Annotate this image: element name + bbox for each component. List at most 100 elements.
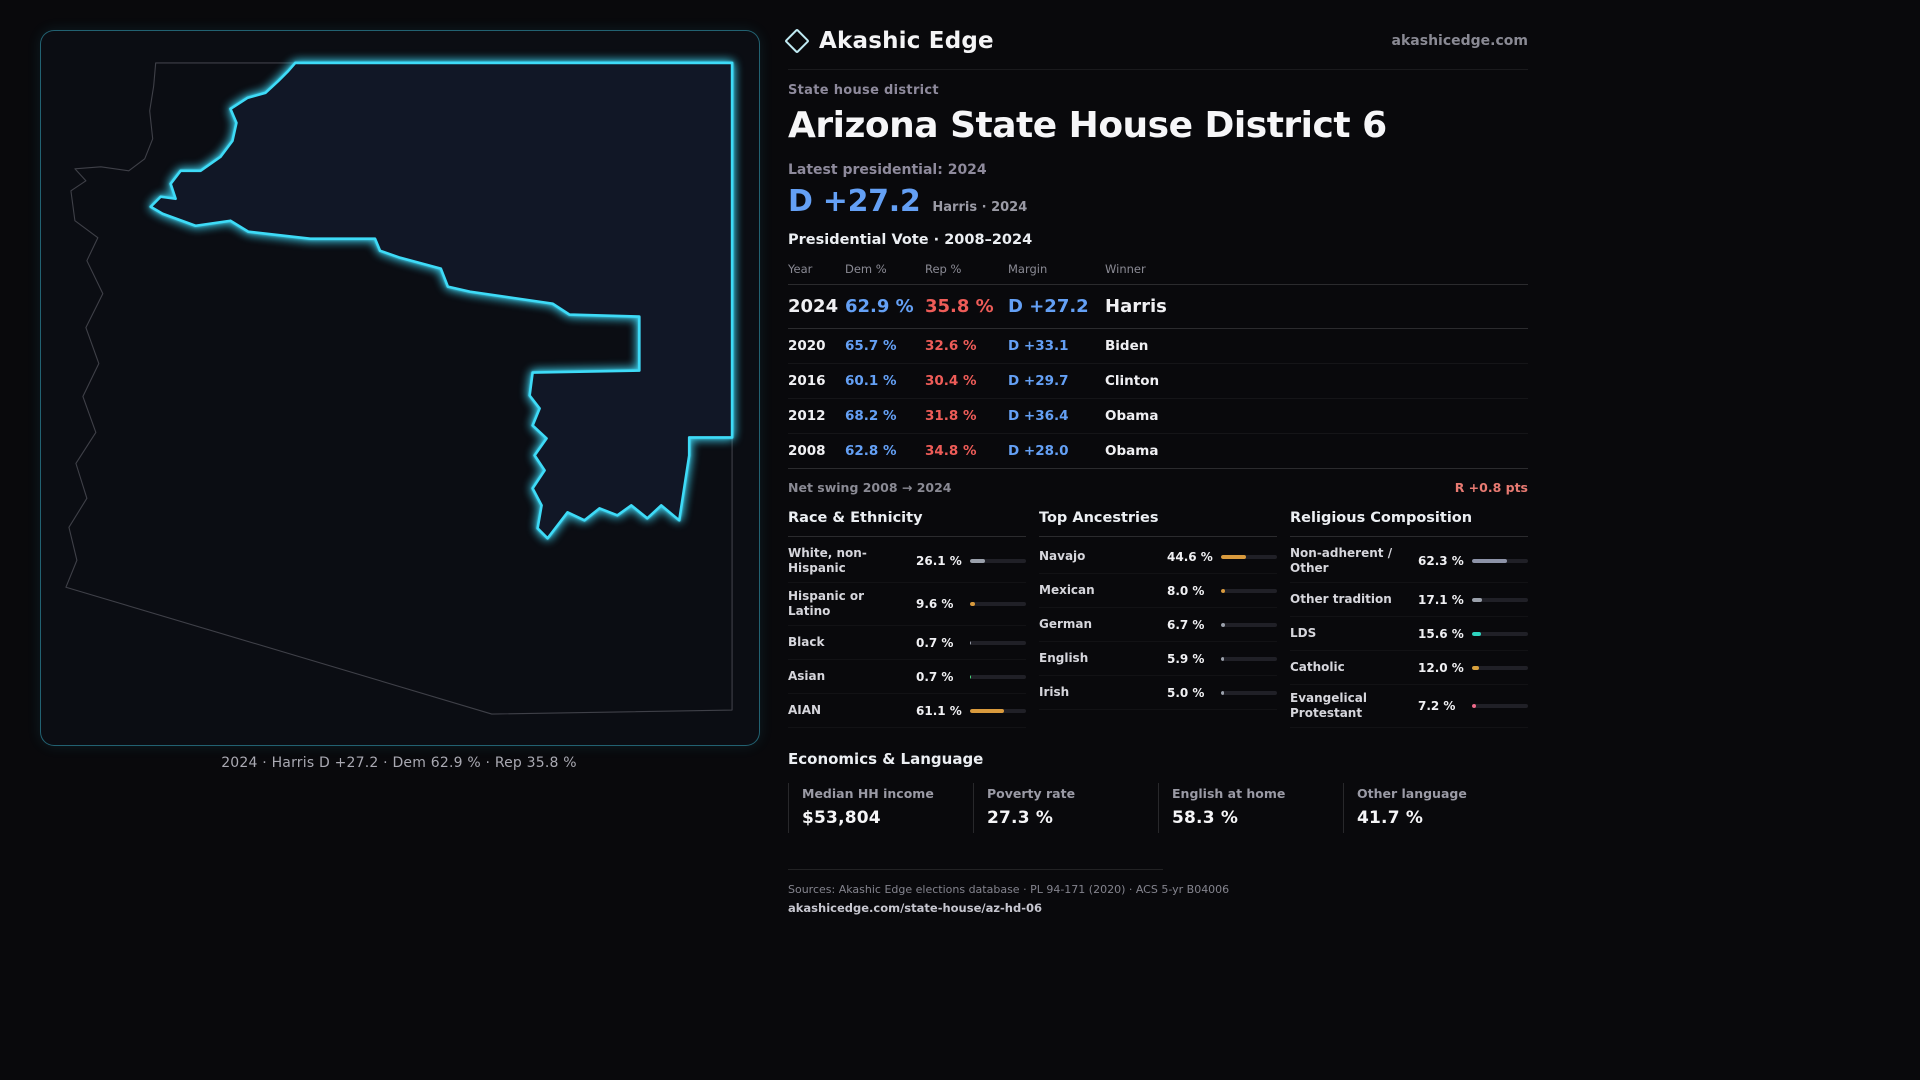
vote-cell-dem: 62.9 % bbox=[845, 296, 914, 318]
demo-bar bbox=[970, 602, 1026, 607]
demo-bar bbox=[1221, 656, 1277, 661]
vote-cell-year: 2008 bbox=[788, 443, 826, 460]
demo-label: Black bbox=[788, 635, 825, 650]
demo-value: 5.9 % bbox=[1167, 651, 1205, 666]
demo-label: Other tradition bbox=[1290, 592, 1392, 607]
demo-row: German 6.7 % bbox=[1039, 608, 1277, 643]
stat-label: Poverty rate bbox=[987, 786, 1076, 802]
page-title: Arizona State House District 6 bbox=[788, 105, 1387, 146]
headline-margin: D +27.2 bbox=[788, 184, 921, 220]
vote-table-title: Presidential Vote · 2008–2024 bbox=[788, 232, 1033, 249]
demo-bar-fill bbox=[1472, 704, 1477, 709]
net-swing-value: R +0.8 pts bbox=[1454, 480, 1528, 496]
demo-value: 26.1 % bbox=[916, 554, 962, 569]
demo-bar-fill bbox=[1221, 690, 1224, 695]
demo-column: Religious Composition Non-adherent / Othe… bbox=[1290, 510, 1528, 729]
vote-row-2008: 2008 62.8 % 34.8 % D +28.0 Obama bbox=[788, 434, 1528, 470]
stat-label: Other language bbox=[1357, 786, 1467, 802]
permalink-link[interactable]: akashicedge.com/state-house/az-hd-06 bbox=[788, 901, 1043, 916]
demo-value: 44.6 % bbox=[1167, 549, 1213, 564]
vote-cell-rep: 32.6 % bbox=[925, 338, 977, 355]
demo-label: Catholic bbox=[1290, 660, 1345, 675]
stat-value: 58.3 % bbox=[1172, 808, 1239, 829]
header: Akashic Edge akashicedge.com bbox=[784, 0, 1528, 70]
stat-value: $53,804 bbox=[802, 808, 881, 829]
sources-text: Sources: Akashic Edge elections database… bbox=[788, 883, 1230, 897]
vote-cell-winner: Obama bbox=[1105, 408, 1159, 425]
demo-row: Black 0.7 % bbox=[788, 626, 1026, 661]
demo-bar bbox=[1472, 665, 1528, 670]
demo-column-title: Religious Composition bbox=[1290, 510, 1528, 538]
stat-label: English at home bbox=[1172, 786, 1286, 802]
demo-value: 15.6 % bbox=[1418, 626, 1464, 641]
stat-value: 27.3 % bbox=[987, 808, 1054, 829]
demo-row: Evangelical Protestant 7.2 % bbox=[1290, 685, 1528, 729]
vote-cell-margin: D +33.1 bbox=[1008, 338, 1069, 355]
demo-column-title: Race & Ethnicity bbox=[788, 510, 1026, 538]
demo-bar-fill bbox=[1472, 631, 1481, 636]
net-swing-label: Net swing 2008 → 2024 bbox=[788, 480, 952, 496]
demo-row: Hispanic or Latino 9.6 % bbox=[788, 583, 1026, 627]
demo-bar bbox=[1472, 704, 1528, 709]
vote-cell-rep: 30.4 % bbox=[925, 373, 977, 390]
vote-table-column-header: Dem % bbox=[845, 262, 887, 277]
demo-bar bbox=[970, 640, 1026, 645]
demo-value: 9.6 % bbox=[916, 597, 954, 612]
site-link[interactable]: akashicedge.com bbox=[1391, 33, 1528, 49]
arizona-state-outline bbox=[65, 62, 733, 715]
demo-bar bbox=[1221, 588, 1277, 593]
demo-row: AIAN 61.1 % bbox=[788, 694, 1026, 729]
demo-value: 0.7 % bbox=[916, 635, 954, 650]
vote-cell-rep: 31.8 % bbox=[925, 408, 977, 425]
vote-row-2024: 2024 62.9 % 35.8 % D +27.2 Harris bbox=[788, 284, 1528, 330]
demo-value: 17.1 % bbox=[1418, 592, 1464, 607]
demo-column: Top Ancestries Navajo 44.6 % Mexican 8.0 % Ge… bbox=[1039, 510, 1277, 711]
economics-title: Economics & Language bbox=[788, 750, 984, 769]
demo-value: 62.3 % bbox=[1418, 554, 1464, 569]
vote-cell-year: 2016 bbox=[788, 373, 826, 390]
stat-cell: English at home 58.3 % bbox=[1158, 783, 1343, 834]
vote-table: Year Dem % Rep % Margin Winner 2024 62.9 % 35.8… bbox=[788, 257, 1528, 470]
vote-cell-margin: D +28.0 bbox=[1008, 443, 1069, 460]
demo-label: English bbox=[1039, 651, 1089, 666]
demo-column-title: Top Ancestries bbox=[1039, 510, 1277, 538]
footer-divider bbox=[788, 869, 1163, 871]
demo-bar bbox=[970, 559, 1026, 564]
demo-label: LDS bbox=[1290, 626, 1317, 641]
diamond-icon bbox=[784, 28, 810, 54]
vote-cell-winner: Biden bbox=[1105, 338, 1149, 355]
demo-value: 0.7 % bbox=[916, 669, 954, 684]
headline-detail: Harris · 2024 bbox=[932, 200, 1028, 216]
demo-value: 12.0 % bbox=[1418, 660, 1464, 675]
detail-panel: Akashic Edge akashicedge.com State house… bbox=[784, 0, 1528, 916]
vote-cell-dem: 60.1 % bbox=[845, 373, 897, 390]
vote-cell-year: 2012 bbox=[788, 408, 826, 425]
demo-label: Asian bbox=[788, 669, 826, 684]
vote-cell-dem: 68.2 % bbox=[845, 408, 897, 425]
demo-label: AIAN bbox=[788, 703, 822, 718]
brand-name: Akashic Edge bbox=[819, 28, 994, 54]
demo-label: Evangelical Protestant bbox=[1290, 691, 1367, 721]
demo-bar-fill bbox=[970, 674, 971, 679]
vote-cell-margin: D +29.7 bbox=[1008, 373, 1069, 390]
arizona-map bbox=[65, 61, 734, 715]
stat-cell: Other language 41.7 % bbox=[1343, 783, 1528, 834]
stat-cell: Median HH income $53,804 bbox=[788, 783, 973, 834]
demo-row: Asian 0.7 % bbox=[788, 660, 1026, 695]
brand: Akashic Edge bbox=[784, 28, 994, 54]
demographics-section: Race & Ethnicity White, non-Hispanic 26.1 … bbox=[788, 510, 1528, 729]
vote-row-2020: 2020 65.7 % 32.6 % D +33.1 Biden bbox=[788, 329, 1528, 365]
economics-stats: Median HH income $53,804 Poverty rate 27.3 … bbox=[788, 783, 1528, 834]
stat-cell: Poverty rate 27.3 % bbox=[973, 783, 1158, 834]
vote-cell-winner: Harris bbox=[1105, 296, 1167, 318]
demo-bar-fill bbox=[1221, 622, 1225, 627]
demo-bar-fill bbox=[1221, 588, 1226, 593]
demo-label: Non-adherent / Other bbox=[1290, 546, 1393, 576]
demo-row: Mexican 8.0 % bbox=[1039, 574, 1277, 609]
vote-cell-year: 2024 bbox=[788, 296, 839, 318]
demo-column: Race & Ethnicity White, non-Hispanic 26.1 … bbox=[788, 510, 1026, 729]
demo-value: 7.2 % bbox=[1418, 699, 1456, 714]
vote-cell-rep: 34.8 % bbox=[925, 443, 977, 460]
demo-row: English 5.9 % bbox=[1039, 642, 1277, 677]
